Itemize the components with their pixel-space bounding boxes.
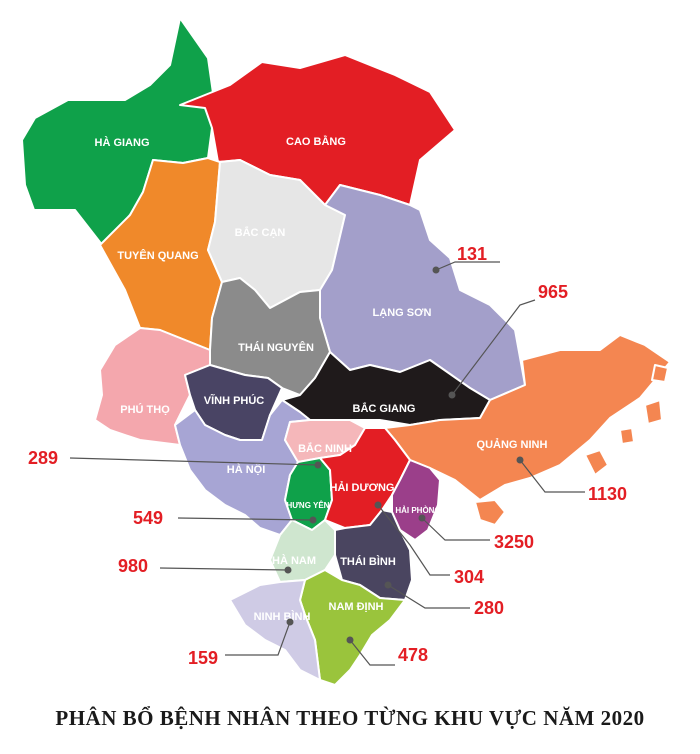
label-thai-nguyen: THÁI NGUYÊN [238,341,314,354]
dot-thai-binh [384,581,392,589]
label-bac-ninh: BẮC NINH [298,442,352,455]
label-cao-bang: CAO BẰNG [286,135,346,148]
province-ha-giang [21,17,215,247]
leader-hung-yen [177,517,314,521]
label-vinh-phuc: VĨNH PHÚC [204,394,265,407]
label-thai-binh: THÁI BÌNH [340,555,396,568]
label-ha-noi: HÀ NỘI [227,463,266,476]
label-quang-ninh: QUẢNG NINH [477,438,548,451]
label-bac-giang: BẮC GIANG [353,402,416,415]
island-quang-ninh-4 [644,399,663,425]
leader-ninh-binh [225,621,291,656]
label-ninh-binh: NINH BÌNH [254,610,311,623]
value-ha-nam: 980 [118,556,148,576]
island-quang-ninh-3 [651,364,669,383]
value-bac-giang: 965 [538,282,568,302]
label-ha-giang: HÀ GIANG [95,136,150,149]
province-hai-phong [391,459,441,541]
leader-bac-ninh [69,457,319,466]
value-hung-yen: 549 [133,508,163,528]
value-quang-ninh: 1130 [588,484,627,504]
dot-bac-giang [448,391,456,399]
dot-lang-son [432,266,440,274]
dot-ha-nam [284,566,292,574]
label-hai-phong: HẢI PHÒNG [395,506,440,515]
label-hai-duong: HẢI DƯƠNG [330,481,395,494]
value-nam-dinh: 478 [398,645,428,665]
leader-hai-phong [421,517,490,541]
label-nam-dinh: NAM ĐỊNH [329,601,384,613]
label-hung-yen: HƯNG YÊN [287,501,330,510]
island-quang-ninh-1 [474,499,506,526]
province-thai-binh [334,509,413,601]
dot-quang-ninh [516,456,524,464]
dot-bac-ninh [314,461,322,469]
label-ha-nam: HÀ NAM [272,554,316,567]
island-quang-ninh-2 [584,449,609,476]
label-bac-can: BẮC CẠN [235,226,286,239]
value-hai-duong: 304 [454,567,484,587]
island-quang-ninh-5 [619,427,635,445]
value-thai-binh: 280 [474,598,504,618]
dot-hung-yen [309,516,317,524]
leader-nam-dinh [349,639,395,666]
value-lang-son: 131 [457,244,487,264]
value-hai-phong: 3250 [494,532,534,552]
leader-thai-binh [387,584,470,609]
dot-nam-dinh [346,636,354,644]
value-ninh-binh: 159 [188,648,218,668]
dot-hai-phong [418,514,426,522]
dot-ninh-binh [286,618,294,626]
label-lang-son: LẠNG SƠN [373,307,432,319]
map-title: PHÂN BỔ BỆNH NHÂN THEO TỪNG KHU VỰC NĂM … [55,706,645,730]
leader-quang-ninh [519,459,585,493]
province-hai-duong [319,427,411,529]
leader-bac-giang [451,299,536,396]
label-phu-tho: PHÚ THỌ [120,403,170,416]
province-ninh-binh [229,579,321,681]
leader-hai-duong [377,504,450,576]
value-bac-ninh: 289 [28,448,58,468]
dot-hai-duong [374,501,382,509]
label-tuyen-quang: TUYÊN QUANG [117,249,198,262]
leader-lang-son [435,261,500,271]
leader-ha-nam [159,567,289,571]
